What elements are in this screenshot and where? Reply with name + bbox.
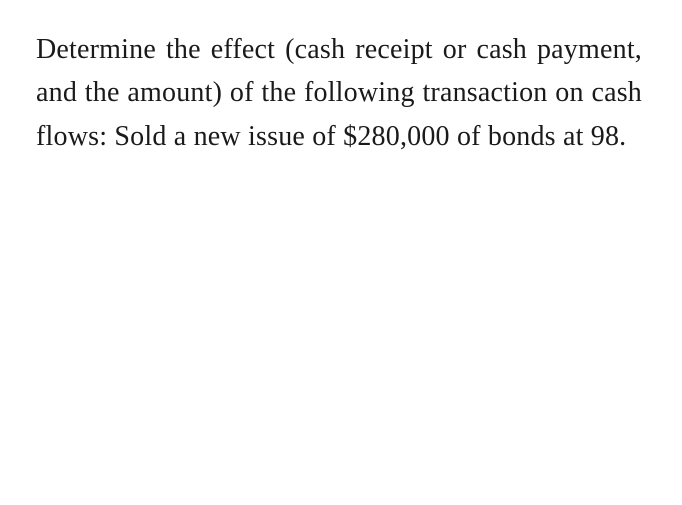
question-text: Determine the effect (cash receipt or ca… xyxy=(36,28,642,158)
